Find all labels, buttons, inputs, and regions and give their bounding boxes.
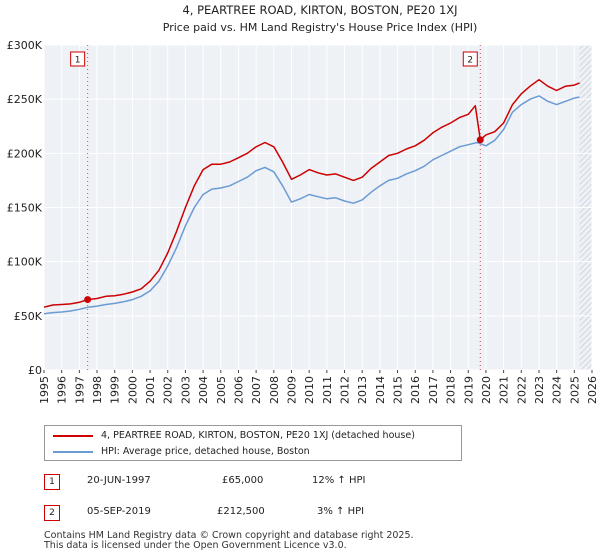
x-tick-label: 2009 xyxy=(285,376,298,404)
footer-copyright: Contains HM Land Registry data © Crown c… xyxy=(44,530,414,541)
event-label-box xyxy=(70,51,86,67)
x-tick-label: 2005 xyxy=(215,376,228,404)
y-tick-label: £200K xyxy=(7,147,43,160)
x-tick-label: 2004 xyxy=(197,376,210,404)
transaction-date: 20-JUN-1997 xyxy=(87,475,151,486)
x-tick-label: 1995 xyxy=(38,376,51,404)
x-tick-label: 2017 xyxy=(427,376,440,404)
event-label: 1 xyxy=(75,56,81,66)
x-tick-label: 2007 xyxy=(250,376,263,404)
x-tick-label: 2003 xyxy=(179,376,192,404)
y-axis: £0 £50K £100K £150K £200K £250K £300K xyxy=(7,39,43,377)
series-lines xyxy=(43,78,580,315)
y-tick-label: £100K xyxy=(7,256,43,269)
x-tick-label: 2011 xyxy=(321,376,334,404)
x-tick-label: 2019 xyxy=(462,376,475,404)
legend-item-hpi: HPI: Average price, detached house, Bost… xyxy=(53,445,310,459)
x-tick-label: 2014 xyxy=(374,376,387,404)
footer: Contains HM Land Registry data © Crown c… xyxy=(44,531,414,551)
x-tick-label: 2016 xyxy=(409,376,422,404)
series-line xyxy=(43,95,580,315)
y-tick-label: £0 xyxy=(28,364,42,377)
price-chart: 4, PEARTREE ROAD, KIRTON, BOSTON, PE20 1… xyxy=(7,3,599,404)
y-tick-label: £300K xyxy=(7,39,43,52)
x-tick-label: 2008 xyxy=(268,376,281,404)
legend-label-property: 4, PEARTREE ROAD, KIRTON, BOSTON, PE20 1… xyxy=(101,430,415,441)
transaction-hpi-diff: 3% ↑ HPI xyxy=(317,506,365,517)
legend-swatch-red xyxy=(53,434,93,437)
transaction-price: £65,000 xyxy=(222,475,264,486)
x-tick-label: 2012 xyxy=(339,376,352,404)
x-tick-label: 2022 xyxy=(515,376,528,404)
x-tick-label: 2025 xyxy=(568,376,581,404)
x-tick-label: 2021 xyxy=(498,376,511,404)
event-label-box xyxy=(462,51,478,67)
legend-label-hpi: HPI: Average price, detached house, Bost… xyxy=(101,446,310,457)
x-tick-label: 2015 xyxy=(392,376,405,404)
chart-subtitle: Price paid vs. HM Land Registry's House … xyxy=(163,21,478,34)
y-tick-label: £150K xyxy=(7,202,43,215)
y-tick-label: £50K xyxy=(14,310,43,323)
event-label: 2 xyxy=(467,56,473,66)
transaction-price: £212,500 xyxy=(217,506,265,517)
legend-item-property: 4, PEARTREE ROAD, KIRTON, BOSTON, PE20 1… xyxy=(53,429,415,443)
footer-licence: This data is licensed under the Open Gov… xyxy=(44,540,347,551)
x-tick-label: 1996 xyxy=(56,376,69,404)
event-point xyxy=(476,136,484,144)
x-tick-label: 2026 xyxy=(586,376,599,404)
x-tick-label: 2006 xyxy=(232,376,245,404)
x-tick-label: 2002 xyxy=(162,376,175,404)
series-line xyxy=(43,78,580,308)
legend-swatch-blue xyxy=(53,450,93,453)
y-tick-label: £250K xyxy=(7,93,43,106)
transaction-number-badge: 2 xyxy=(44,505,60,521)
x-tick-label: 2018 xyxy=(445,376,458,404)
x-tick-label: 1998 xyxy=(91,376,104,404)
x-tick-label: 2023 xyxy=(533,376,546,404)
x-tick-label: 2020 xyxy=(480,376,493,404)
x-tick-label: 2013 xyxy=(356,376,369,404)
x-tick-label: 2024 xyxy=(551,376,564,404)
x-tick-label: 2001 xyxy=(144,376,157,404)
x-tick-label: 1997 xyxy=(73,376,86,404)
x-tick-label: 2010 xyxy=(303,376,316,404)
x-tick-label: 2000 xyxy=(126,376,139,404)
transaction-number-badge: 1 xyxy=(44,474,60,490)
grid xyxy=(43,44,593,371)
chart-title: 4, PEARTREE ROAD, KIRTON, BOSTON, PE20 1… xyxy=(182,3,457,17)
transaction-date: 05-SEP-2019 xyxy=(87,506,151,517)
legend: 4, PEARTREE ROAD, KIRTON, BOSTON, PE20 1… xyxy=(44,425,462,461)
x-tick-label: 1999 xyxy=(109,376,122,404)
transaction-hpi-diff: 12% ↑ HPI xyxy=(312,475,366,486)
x-axis: 1995 1996 1997 1998 1999 2000 2001 2002 2003 2004… xyxy=(38,370,599,404)
event-point xyxy=(84,296,92,304)
